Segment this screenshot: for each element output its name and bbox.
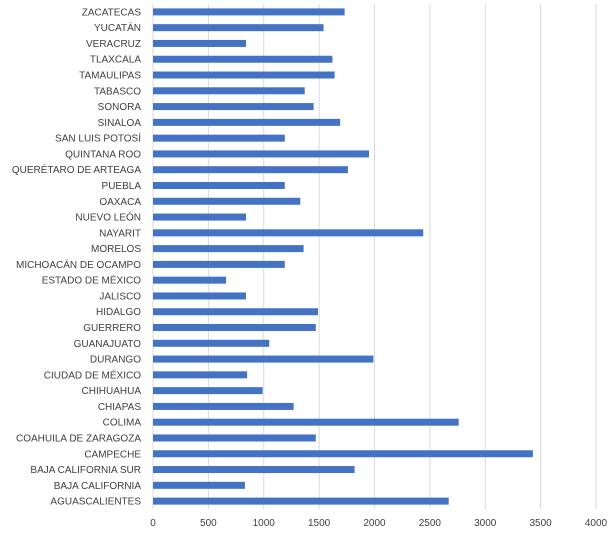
bar — [153, 150, 369, 158]
bar — [153, 324, 316, 332]
x-tick-label: 2000 — [363, 518, 386, 529]
category-label: TABASCO — [94, 86, 141, 97]
x-tick-label: 3500 — [530, 518, 553, 529]
bar — [153, 434, 316, 442]
x-tick-label: 2500 — [419, 518, 442, 529]
category-label: CAMPECHE — [84, 449, 141, 460]
bar — [153, 466, 355, 474]
bar — [153, 8, 345, 16]
bar — [153, 481, 245, 489]
category-label: MICHOACÁN DE OCAMPO — [16, 258, 141, 271]
bar — [153, 450, 533, 458]
bar — [153, 166, 348, 174]
bar — [153, 103, 314, 111]
category-label: VERACRUZ — [86, 39, 141, 50]
bar — [153, 213, 247, 221]
category-label: SONORA — [98, 102, 142, 113]
bar — [153, 87, 305, 95]
category-label: SAN LUIS POTOSÍ — [55, 132, 141, 145]
bar — [153, 55, 333, 63]
x-tick-label: 500 — [200, 518, 217, 529]
category-label: AGUASCALIENTES — [50, 497, 141, 508]
category-label: PUEBLA — [102, 181, 142, 192]
category-label: TAMAULIPAS — [79, 71, 141, 82]
bar — [153, 497, 449, 505]
category-label: CHIAPAS — [98, 402, 141, 413]
bar — [153, 229, 424, 237]
bar — [153, 24, 324, 32]
category-label: SINALOA — [98, 118, 142, 129]
category-label: HIDALGO — [96, 307, 141, 318]
bar — [153, 197, 301, 205]
category-label: YUCATÁN — [94, 21, 141, 34]
bar — [153, 418, 459, 426]
bar — [153, 71, 335, 79]
bar — [153, 134, 285, 142]
category-labels: ZACATECAS YUCATÁN VERACRUZ TLAXCALA TAMAULIP… — [12, 7, 141, 507]
bar — [153, 308, 319, 316]
category-label: COAHUILA DE ZARAGOZA — [16, 433, 141, 444]
category-label: GUANAJUATO — [74, 339, 142, 350]
category-label: COLIMA — [103, 418, 142, 429]
category-label: ESTADO DE MÉXICO — [42, 274, 141, 287]
category-label: QUINTANA ROO — [65, 149, 141, 160]
bar — [153, 260, 285, 268]
bar — [153, 292, 247, 300]
bar — [153, 276, 227, 284]
bar — [153, 118, 341, 126]
bar — [153, 245, 304, 253]
bar — [153, 355, 374, 363]
gridlines — [152, 4, 597, 509]
bar — [153, 371, 248, 379]
bar — [153, 181, 285, 189]
x-tick-label: 3000 — [474, 518, 497, 529]
category-label: BAJA CALIFORNIA SUR — [30, 465, 141, 476]
category-label: ZACATECAS — [82, 7, 142, 18]
category-label: QUERÉTARO DE ARTEAGA — [12, 163, 141, 176]
bar — [153, 339, 270, 347]
category-label: MORELOS — [91, 244, 141, 255]
x-tick-labels: 0 500 1000 1500 2000 2500 3000 3500 4000 — [150, 518, 607, 529]
category-label: OAXACA — [99, 197, 141, 208]
x-tick-label: 1500 — [308, 518, 331, 529]
x-tick-label: 4000 — [585, 518, 608, 529]
category-label: NUEVO LEÓN — [75, 211, 141, 224]
category-label: DURANGO — [90, 355, 141, 366]
x-tick-label: 0 — [150, 518, 156, 529]
category-label: CHIHUAHUA — [82, 386, 142, 397]
category-label: JALISCO — [99, 291, 141, 302]
bar — [153, 39, 247, 47]
category-label: GUERRERO — [83, 323, 141, 334]
x-tick-label: 1000 — [253, 518, 276, 529]
category-label: NAYARIT — [99, 228, 141, 239]
category-label: TLAXCALA — [90, 55, 141, 66]
bar — [153, 402, 294, 410]
bars — [153, 8, 533, 505]
bar — [153, 387, 263, 395]
category-label: CIUDAD DE MÉXICO — [44, 368, 141, 381]
category-label: BAJA CALIFORNIA — [54, 481, 142, 492]
